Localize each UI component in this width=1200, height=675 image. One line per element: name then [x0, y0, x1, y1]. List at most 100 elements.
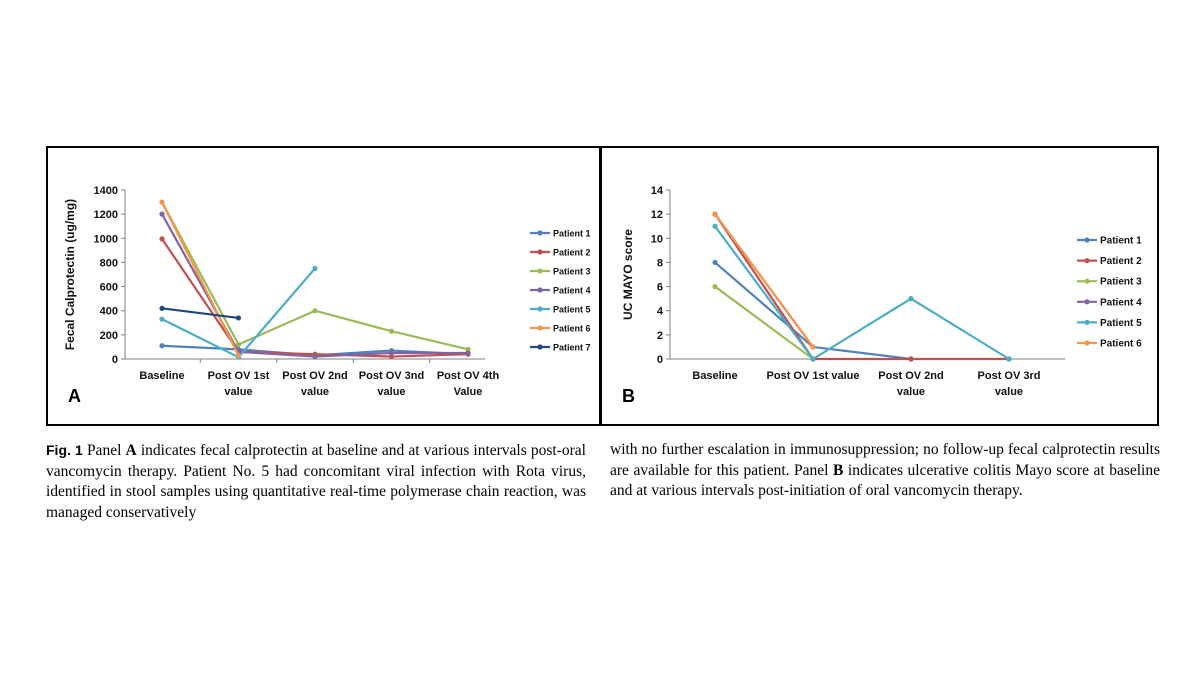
legend-marker — [537, 230, 543, 236]
caption-left-column: Fig. 1 Panel A indicates fecal calprotec… — [46, 440, 586, 523]
data-point — [235, 352, 242, 358]
series-line — [714, 285, 814, 360]
caption-right-column: with no further escalation in immunosupp… — [610, 440, 1160, 502]
series-line — [161, 307, 239, 320]
series-line — [714, 225, 1010, 361]
caption-text: Panel — [82, 442, 126, 459]
legend-marker — [1084, 278, 1090, 284]
caption-text: with no further escalation in immunosupp… — [610, 441, 1160, 479]
data-point — [810, 344, 816, 350]
data-point — [388, 353, 395, 360]
y-tick-label: 400 — [100, 306, 118, 318]
legend-label: Patient 4 — [553, 286, 591, 296]
data-point — [712, 223, 718, 229]
x-tick-label: Baseline — [139, 370, 184, 382]
legend-marker — [537, 249, 543, 255]
legend-label: Patient 3 — [1100, 277, 1142, 288]
data-point — [159, 236, 165, 242]
y-tick-label: 800 — [100, 257, 118, 269]
y-tick-label: 600 — [100, 282, 118, 294]
data-point — [159, 199, 165, 205]
caption-text: indicates ulcerative colitis Mayo score … — [610, 461, 1160, 500]
y-tick-label: 14 — [651, 185, 664, 197]
x-tick-label: Value — [454, 386, 483, 398]
x-tick-label: value — [995, 386, 1023, 398]
legend-label: Patient 6 — [553, 324, 591, 334]
data-point — [312, 308, 318, 314]
y-tick-label: 4 — [657, 306, 664, 318]
data-point — [712, 259, 718, 266]
legend-marker — [537, 268, 543, 274]
legend-marker — [537, 306, 543, 312]
data-point — [388, 350, 395, 356]
x-tick-label: Post OV 2nd — [878, 370, 943, 382]
legend-label: Patient 5 — [553, 305, 591, 315]
legend-label: Patient 3 — [553, 267, 591, 277]
y-tick-label: 1200 — [94, 209, 118, 221]
legend-label: Patient 4 — [1100, 297, 1142, 308]
data-point — [712, 211, 718, 217]
x-tick-label: Post OV 3rd — [978, 370, 1041, 382]
legend-marker — [1084, 258, 1090, 264]
data-point — [908, 296, 914, 302]
caption-text: indicates fecal calprotectin at baseline… — [46, 442, 586, 521]
data-point — [235, 315, 242, 321]
legend-label: Patient 2 — [553, 248, 591, 258]
data-point — [1006, 356, 1012, 362]
y-tick-label: 200 — [100, 330, 118, 342]
x-tick-label: Baseline — [692, 370, 737, 382]
data-point — [465, 346, 471, 352]
x-tick-label: Post OV 4th — [437, 370, 500, 382]
legend-label: Patient 5 — [1100, 318, 1142, 329]
y-tick-label: 0 — [112, 354, 118, 366]
legend-label: Patient 7 — [553, 343, 591, 353]
figure-frame — [46, 146, 1159, 426]
x-tick-label: value — [377, 386, 405, 398]
x-tick-label: Post OV 3nd — [359, 370, 424, 382]
data-point — [312, 265, 318, 272]
data-point — [810, 356, 816, 362]
data-point — [312, 353, 318, 360]
x-tick-label: Post OV 1st value — [767, 370, 860, 382]
panel-letter: B — [622, 386, 635, 406]
legend-marker — [537, 344, 543, 350]
y-tick-label: 6 — [657, 282, 663, 294]
data-point — [908, 356, 914, 362]
y-axis-label: Fecal Calprotectin (ug/mg) — [63, 199, 77, 350]
x-tick-label: value — [897, 386, 925, 398]
y-axis-label: UC MAYO score — [621, 229, 635, 320]
legend-marker — [537, 325, 543, 331]
series-line — [161, 201, 240, 356]
data-point — [159, 316, 165, 322]
y-tick-label: 8 — [657, 257, 663, 269]
data-point — [712, 283, 718, 290]
panel-letter: A — [68, 386, 81, 406]
data-point — [388, 328, 395, 334]
caption-panel-ref: B — [833, 461, 844, 479]
figure-label: Fig. 1 — [46, 442, 83, 458]
y-tick-label: 1400 — [94, 185, 118, 197]
y-tick-label: 0 — [657, 354, 663, 366]
legend-label: Patient 2 — [1100, 256, 1142, 267]
x-tick-label: value — [224, 386, 252, 398]
legend-marker — [1084, 340, 1090, 346]
caption-panel-ref: A — [125, 442, 137, 459]
legend-marker — [1084, 319, 1090, 325]
legend-label: Patient 1 — [1100, 236, 1142, 247]
y-tick-label: 10 — [651, 233, 663, 245]
data-point — [235, 341, 242, 348]
legend-label: Patient 1 — [553, 229, 591, 239]
x-tick-label: value — [301, 386, 329, 398]
data-point — [159, 305, 165, 311]
y-tick-label: 2 — [657, 330, 663, 342]
series-line — [714, 213, 814, 348]
x-tick-label: Post OV 1st — [208, 370, 270, 382]
panel-divider — [599, 146, 602, 426]
data-point — [159, 211, 165, 217]
data-point — [465, 350, 471, 356]
x-tick-label: Post OV 2nd — [282, 370, 347, 382]
legend-marker — [1084, 237, 1090, 243]
legend-marker — [1084, 299, 1090, 305]
